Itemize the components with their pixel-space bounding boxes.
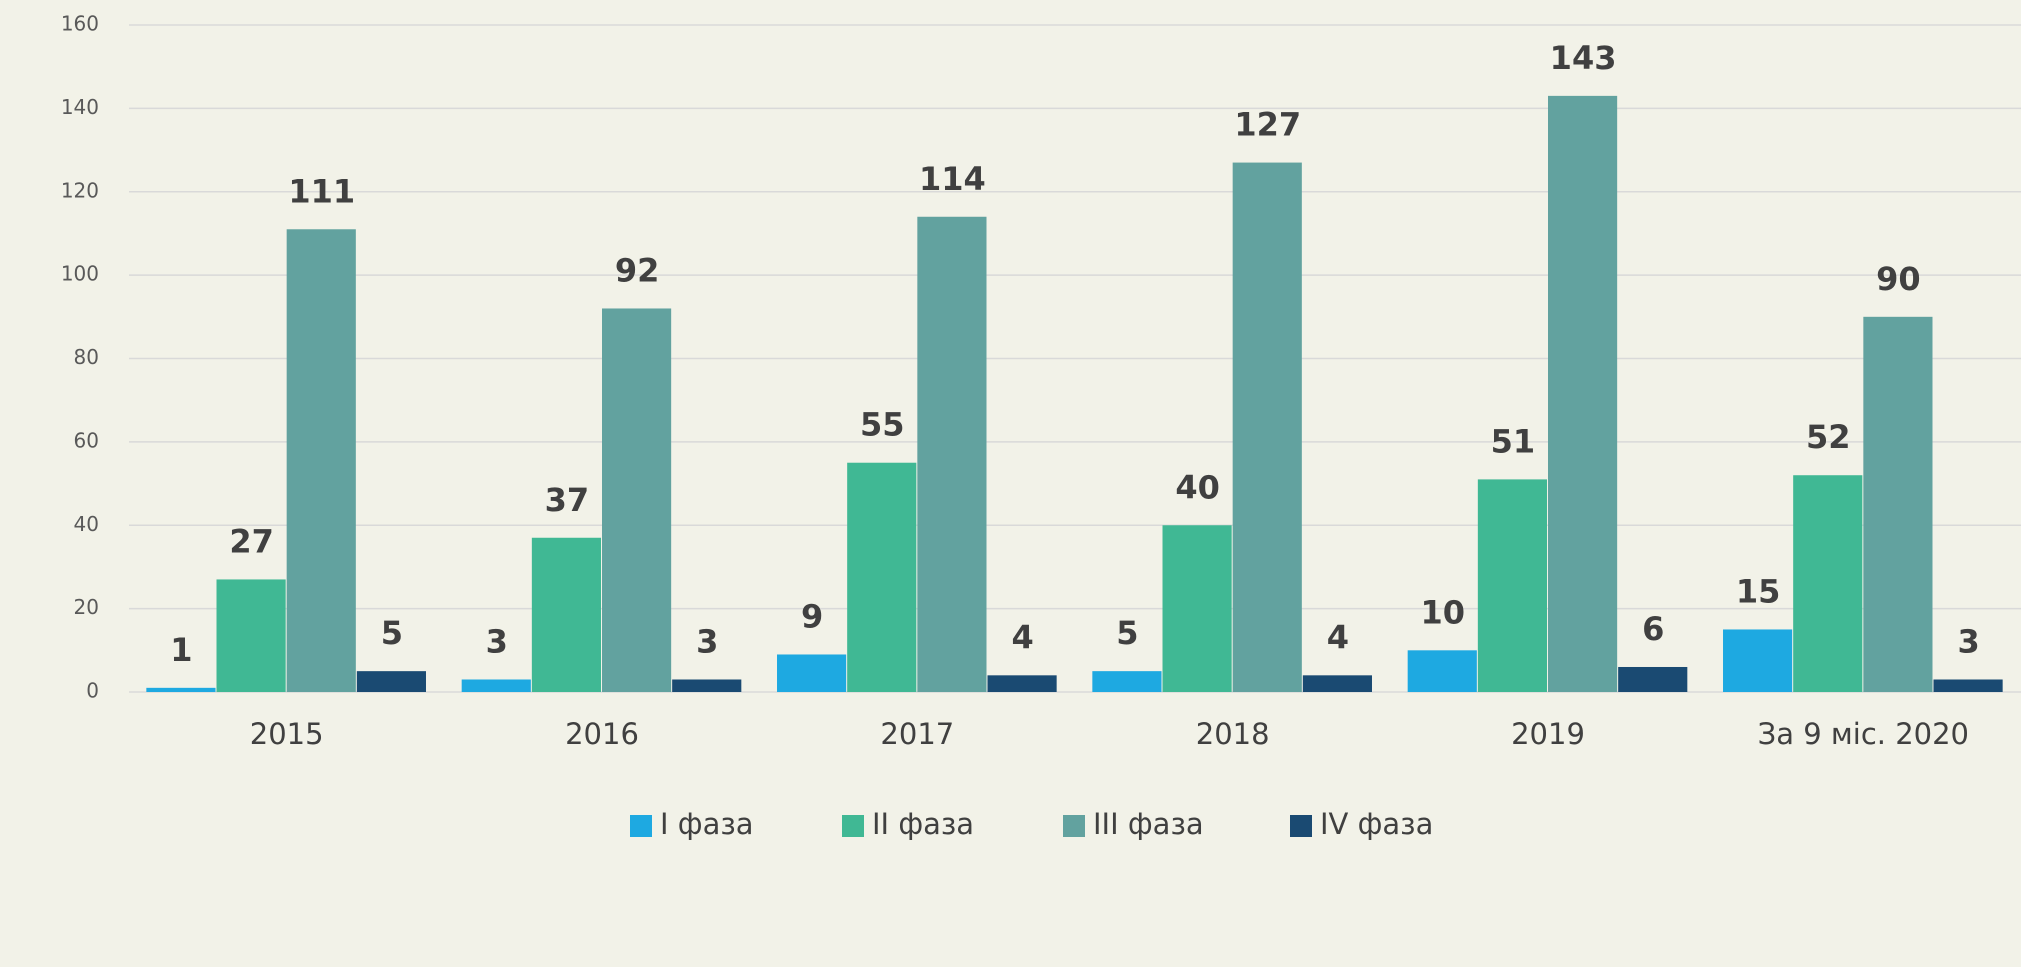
data-label: 37 — [545, 481, 590, 519]
bar — [1232, 162, 1302, 693]
legend-swatch — [842, 815, 864, 837]
data-label: 10 — [1420, 593, 1465, 631]
data-label: 114 — [919, 160, 986, 198]
data-label: 1 — [170, 631, 192, 669]
bar — [531, 537, 601, 692]
data-label: 52 — [1806, 418, 1851, 456]
data-label: 27 — [229, 522, 274, 560]
bar — [1407, 650, 1477, 692]
y-tick-label: 120 — [61, 178, 99, 202]
y-tick-label: 20 — [74, 595, 99, 619]
x-tick-label: 2015 — [250, 717, 324, 751]
legend-label: III фаза — [1093, 807, 1204, 841]
bar — [1477, 479, 1547, 692]
bar — [847, 462, 917, 692]
legend-swatch — [1063, 815, 1085, 837]
data-label: 9 — [801, 597, 823, 635]
data-label: 111 — [288, 172, 355, 210]
bar — [1302, 675, 1372, 692]
data-label: 51 — [1491, 422, 1536, 460]
data-label: 3 — [696, 622, 718, 660]
y-tick-label: 140 — [61, 95, 99, 119]
data-label: 40 — [1175, 468, 1220, 506]
data-label: 90 — [1876, 260, 1921, 298]
legend-label: II фаза — [872, 807, 974, 841]
legend-label: IV фаза — [1320, 807, 1433, 841]
bar — [1548, 95, 1618, 692]
data-label: 6 — [1642, 610, 1664, 648]
data-label: 55 — [860, 406, 905, 444]
bar — [146, 687, 216, 692]
y-tick-label: 40 — [74, 512, 99, 536]
x-tick-label: 2019 — [1511, 717, 1585, 751]
data-label: 4 — [1011, 618, 1033, 656]
bar — [672, 679, 742, 692]
data-label: 143 — [1550, 39, 1617, 77]
data-label: 15 — [1736, 572, 1781, 610]
x-tick-label: За 9 міс. 2020 — [1758, 717, 1969, 751]
bar — [1162, 525, 1232, 692]
bar — [1723, 629, 1793, 692]
bar — [286, 229, 356, 693]
bar — [602, 308, 672, 692]
data-label: 127 — [1234, 106, 1301, 144]
data-label: 4 — [1327, 618, 1349, 656]
bar — [777, 654, 847, 692]
bar — [1618, 666, 1688, 692]
x-tick-label: 2018 — [1196, 717, 1270, 751]
y-tick-label: 60 — [74, 428, 99, 452]
bar — [987, 675, 1057, 692]
bar — [1793, 475, 1863, 692]
bar — [356, 671, 426, 692]
legend-swatch — [630, 815, 652, 837]
data-label: 5 — [1116, 614, 1138, 652]
bar — [1863, 316, 1933, 692]
y-tick-label: 0 — [86, 679, 99, 703]
bar — [1933, 679, 2003, 692]
bar — [917, 216, 987, 692]
data-label: 5 — [381, 614, 403, 652]
y-tick-label: 100 — [61, 262, 99, 286]
data-label: 92 — [615, 251, 660, 289]
data-label: 3 — [1957, 622, 1979, 660]
data-label: 3 — [486, 622, 508, 660]
bar — [216, 579, 286, 692]
x-tick-label: 2016 — [565, 717, 639, 751]
x-tick-label: 2017 — [880, 717, 954, 751]
bar — [461, 679, 531, 692]
legend-label: I фаза — [660, 807, 754, 841]
y-tick-label: 80 — [74, 345, 99, 369]
bar — [1092, 671, 1162, 692]
y-tick-label: 160 — [61, 12, 99, 36]
legend-swatch — [1290, 815, 1312, 837]
